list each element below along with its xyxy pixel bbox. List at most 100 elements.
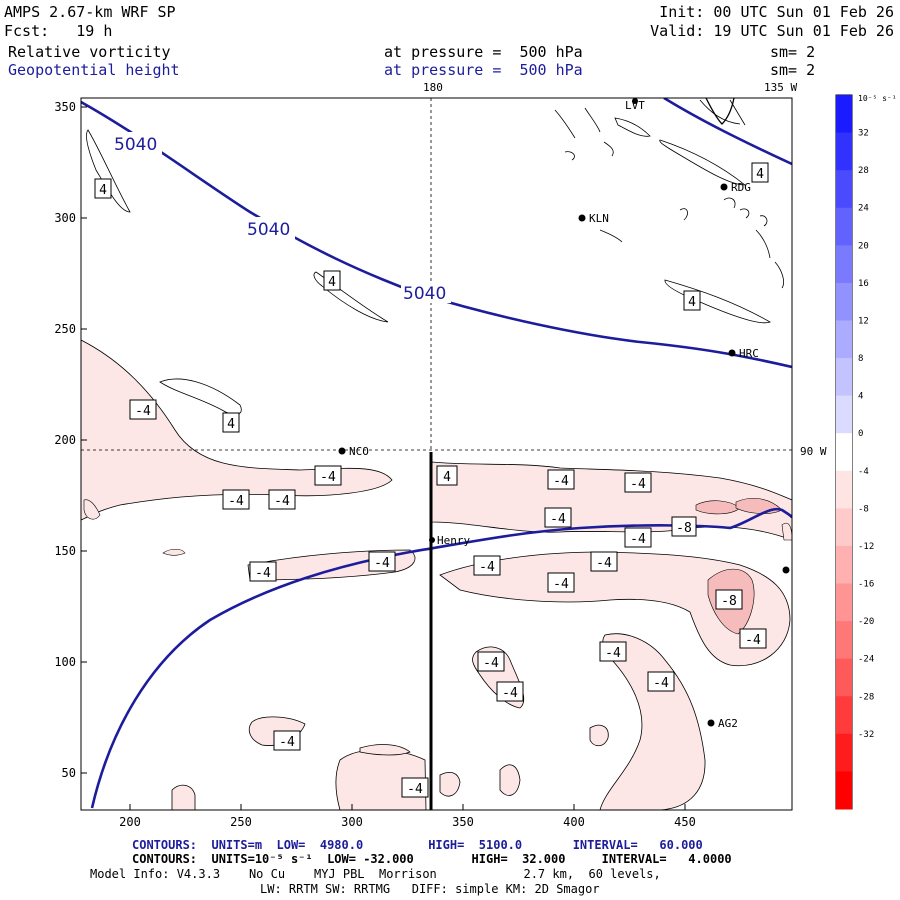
vorticity-label: 4: [756, 167, 764, 182]
y-tick-label: 100: [54, 655, 76, 669]
colorbar-tick-label: -24: [858, 655, 874, 665]
station-marker: [728, 349, 736, 357]
vorticity-label: -8: [676, 521, 692, 536]
vorticity-label: 4: [443, 470, 451, 485]
colorbar-tick-label: -32: [858, 730, 874, 740]
colorbar-cell: [836, 508, 852, 547]
station-marker: [782, 566, 790, 574]
colorbar-unit: 10⁻⁵ s⁻¹: [858, 94, 897, 103]
vorticity-label: -4: [320, 470, 336, 485]
model-info: Model Info: V4.3.3 No Cu MYJ PBL Morriso…: [90, 867, 661, 881]
vorticity-label: -4: [550, 512, 566, 527]
colorbar-tick-label: -4: [858, 467, 869, 477]
vorticity-label: -4: [630, 532, 646, 547]
vorticity-label: -8: [721, 594, 737, 609]
vorticity-label: -4: [653, 676, 669, 691]
colorbar-cell: [836, 358, 852, 397]
colorbar-cell: [836, 545, 852, 585]
station-label-lvt: LVT: [625, 99, 645, 112]
colorbar-tick-label: 12: [858, 316, 869, 326]
model-physics: LW: RRTM SW: RRTMG DIFF: simple KM: 2D S…: [260, 882, 600, 896]
vorticity-label: -4: [630, 477, 646, 492]
vorticity-label: -4: [553, 474, 569, 489]
height-contour-label: 5040: [114, 135, 157, 155]
station-marker: [632, 98, 638, 104]
vorticity-label: -4: [483, 656, 499, 671]
vorticity-contour-info: CONTOURS: UNITS=10⁻⁵ s⁻¹ LOW= -32.000 HI…: [132, 852, 732, 866]
y-tick-label: 200: [54, 433, 76, 447]
vorticity-label: -4: [596, 556, 612, 571]
y-axis: [81, 106, 87, 774]
station-label-kln: KLN: [589, 212, 609, 225]
station-label-henry: Henry: [437, 534, 470, 547]
colorbar-tick-label: 16: [858, 279, 869, 289]
colorbar-tick-label: 32: [858, 129, 869, 139]
station-marker: [578, 214, 586, 222]
colorbar-cell: [836, 132, 852, 171]
colorbar-cell: [836, 433, 852, 472]
vorticity-label: -4: [255, 566, 271, 581]
y-tick-label: 350: [54, 100, 76, 114]
station-marker: [707, 719, 715, 727]
field1-level: at pressure = 500 hPa: [384, 43, 583, 61]
station-label-nco: NCO: [349, 445, 369, 458]
vorticity-label: -4: [502, 686, 518, 701]
colorbar-cell: [836, 95, 852, 134]
station-label-hrc: HRC: [739, 347, 759, 360]
valid-time: Valid: 19 UTC Sun 01 Feb 26: [650, 22, 894, 40]
field2-level: at pressure = 500 hPa: [384, 61, 583, 79]
colorbar-cell: [836, 170, 852, 209]
y-tick-label: 150: [54, 544, 76, 558]
meridian-label-135w: 135 W: [764, 81, 797, 94]
height-contour-info: CONTOURS: UNITS=m LOW= 4980.0 HIGH= 5100…: [132, 838, 703, 852]
colorbar-cell: [836, 282, 852, 321]
x-tick-label: 300: [341, 815, 363, 829]
vorticity-label: -4: [407, 782, 423, 797]
x-tick-label: 400: [563, 815, 585, 829]
colorbar-cell: [836, 583, 852, 622]
colorbar-cell: [836, 696, 852, 735]
colorbar-cell: [836, 207, 852, 246]
colorbar-cell: [836, 395, 852, 434]
station-marker: [338, 447, 346, 455]
x-tick-label: 450: [674, 815, 696, 829]
colorbar-tick-label: 0: [858, 429, 863, 439]
vorticity-label: -4: [479, 560, 495, 575]
height-contour-label: 5040: [403, 284, 446, 304]
colorbar-tick-label: 24: [858, 204, 869, 214]
model-title: AMPS 2.67-km WRF SP: [4, 3, 176, 21]
field2-name: Geopotential height: [8, 61, 180, 79]
colorbar-cell: [836, 320, 852, 359]
forecast-hour: Fcst: 19 h: [4, 22, 113, 40]
vorticity-label: -4: [605, 646, 621, 661]
vorticity-label: 4: [227, 417, 235, 432]
vorticity-label: -4: [274, 494, 290, 509]
vorticity-label: -4: [228, 494, 244, 509]
field1-name: Relative vorticity: [8, 43, 171, 61]
colorbar-cell: [836, 621, 852, 660]
meridian-label-90w: 90 W: [800, 445, 827, 458]
colorbar-tick-label: -28: [858, 692, 874, 702]
vorticity-label: -4: [745, 633, 761, 648]
colorbar-cell: [836, 771, 852, 810]
vorticity-label: -4: [553, 577, 569, 592]
vorticity-label: 4: [99, 183, 107, 198]
colorbar-cell: [836, 658, 852, 697]
station-marker: [720, 183, 728, 191]
x-tick-label: 200: [119, 815, 141, 829]
station-marker: [429, 537, 435, 543]
colorbar-cell: [836, 733, 852, 772]
vorticity-label: -4: [374, 556, 390, 571]
colorbar-cell: [836, 470, 852, 509]
colorbar-tick-label: -12: [858, 542, 874, 552]
y-tick-label: 300: [54, 211, 76, 225]
x-axis: [129, 804, 686, 810]
vorticity-label: 4: [688, 295, 696, 310]
height-contour-label: 5040: [247, 220, 290, 240]
colorbar-tick-label: 4: [858, 392, 863, 402]
vorticity-label: -4: [279, 735, 295, 750]
field2-smooth: sm= 2: [770, 61, 816, 79]
colorbar-cell: [836, 245, 852, 284]
vorticity-fills: [81, 98, 792, 810]
